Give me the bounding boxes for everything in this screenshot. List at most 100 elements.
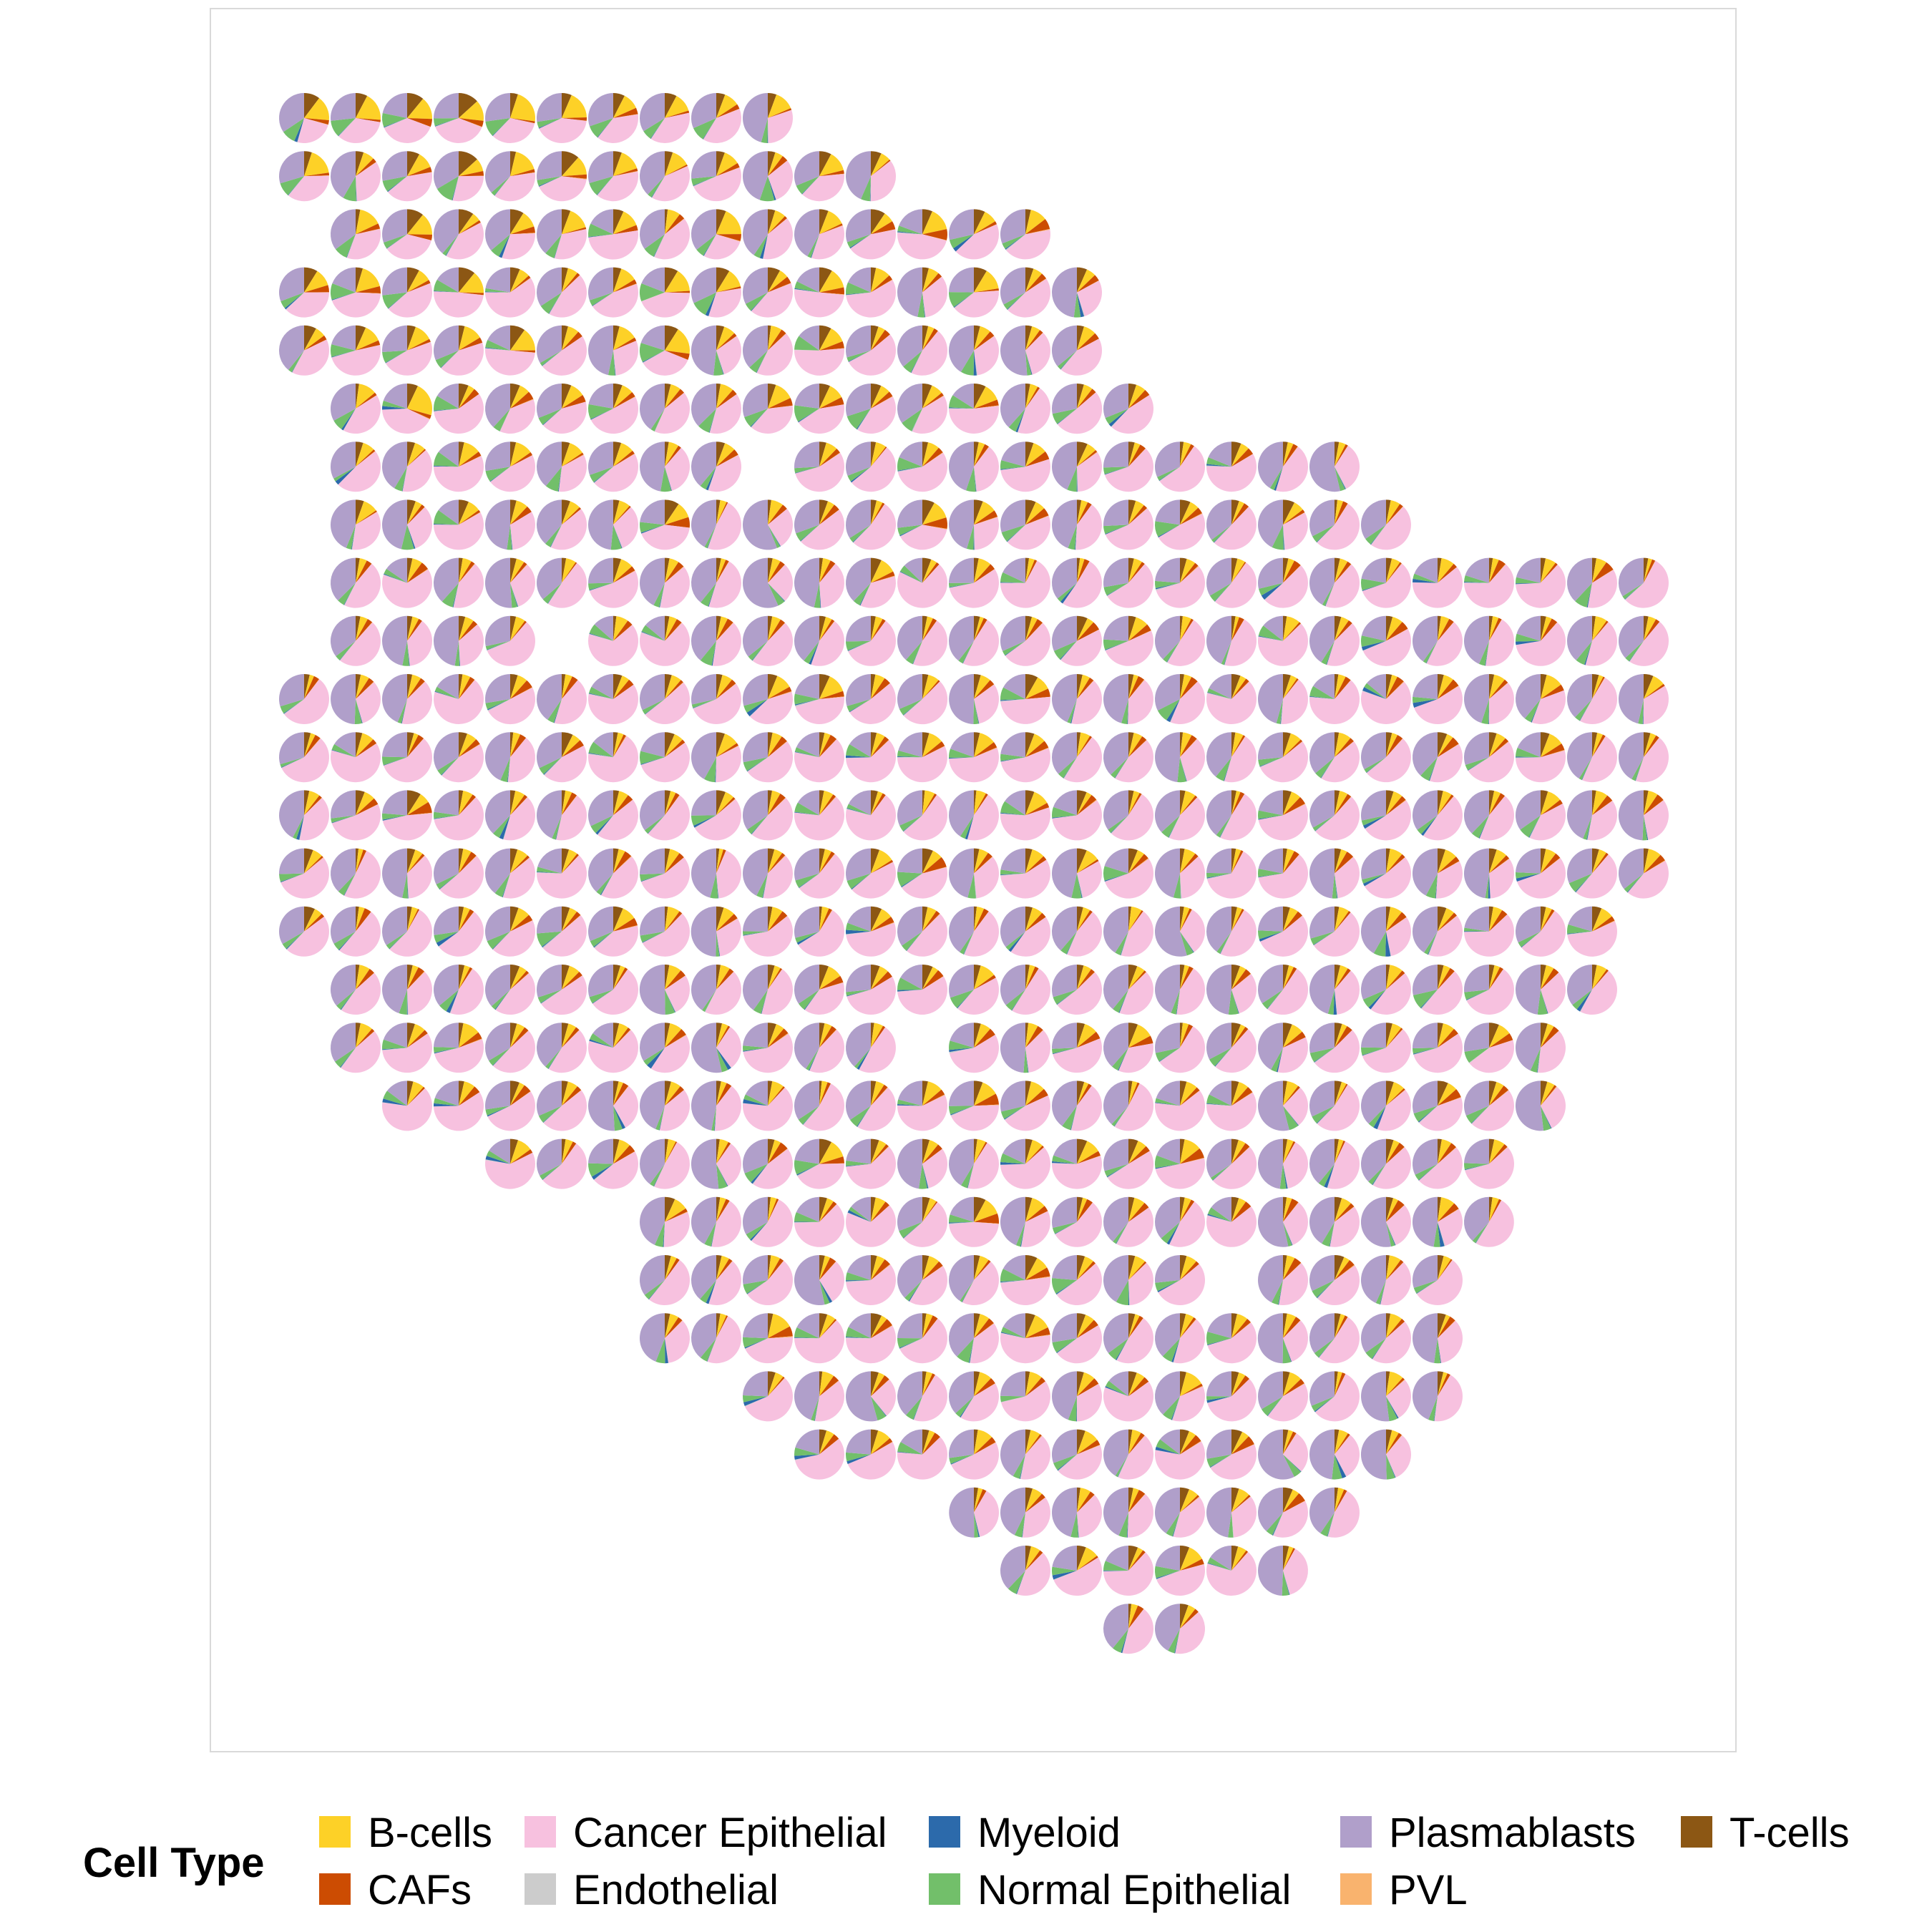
pie-slice-normal-epithelial <box>1373 931 1386 957</box>
pie-slice-pvl <box>768 797 786 816</box>
pie-slice-pvl <box>922 1375 936 1397</box>
pie-slice-pvl <box>768 160 788 177</box>
spot-pie <box>1000 209 1050 260</box>
pie-slice-b-cells <box>304 270 328 293</box>
pie-slice-myeloid <box>1231 990 1239 1014</box>
pie-slice-cancer-epithelial <box>716 336 742 374</box>
pie-slice-endothelial <box>434 409 459 412</box>
pie-slice-cancer-epithelial <box>1258 854 1308 899</box>
pie-slice-myeloid <box>743 1048 768 1052</box>
pie-slice-b-cells <box>1489 1197 1499 1222</box>
pie-slice-cafs <box>1180 1435 1201 1455</box>
pie-slice-myeloid <box>1276 1048 1283 1073</box>
pie-slice-t-cells <box>510 557 517 583</box>
pie-slice-b-cells <box>1231 966 1246 990</box>
pie-slice-cafs <box>562 740 584 758</box>
pie-slice-myeloid <box>296 815 304 840</box>
pie-slice-normal-epithelial <box>965 467 976 492</box>
pie-slice-b-cells <box>510 849 528 874</box>
pie-slice-myeloid <box>1206 1103 1231 1106</box>
pie-slice-cancer-epithelial <box>897 564 948 608</box>
spot-pie <box>1155 1604 1206 1654</box>
pie-slice-plasmablasts <box>1052 1487 1077 1537</box>
pie-slice-endothelial <box>589 633 613 641</box>
pie-slice-pvl <box>665 1034 687 1048</box>
pie-slice-t-cells <box>510 906 519 932</box>
pie-slice-plasmablasts <box>742 732 768 763</box>
pie-slice-b-cells <box>613 385 633 409</box>
pie-slice-normal-epithelial <box>1015 1221 1025 1247</box>
pie-slice-cancer-epithelial <box>1118 1435 1154 1480</box>
pie-slice-pvl <box>1077 912 1093 932</box>
spot-pie <box>485 384 536 434</box>
pie-slice-cafs <box>459 337 483 351</box>
spot-pie <box>1052 1138 1103 1189</box>
pie-slice-endothelial <box>550 525 562 548</box>
pie-slice-b-cells <box>768 1139 781 1164</box>
pie-slice-pvl <box>459 563 475 583</box>
pie-slice-endothelial <box>1587 815 1592 840</box>
pie-slice-cancer-epithelial <box>1052 1156 1103 1189</box>
pie-slice-plasmablasts <box>847 267 871 293</box>
pie-slice-cancer-epithelial <box>587 736 638 783</box>
pie-slice-b-cells <box>1077 499 1088 525</box>
pie-slice-b-cells <box>1025 557 1035 583</box>
pie-slice-normal-epithelial <box>745 292 768 311</box>
pie-slice-normal-epithelial <box>1321 640 1335 665</box>
pie-slice-cancer-epithelial <box>1258 804 1309 841</box>
pie-slice-pvl <box>1386 506 1404 525</box>
pie-slice-plasmablasts <box>1103 906 1128 953</box>
pie-slice-b-cells <box>871 441 886 467</box>
spot-pie <box>949 1313 999 1364</box>
pie-slice-myeloid <box>1007 292 1025 310</box>
pie-slice-endothelial <box>1000 813 1025 816</box>
pie-slice-cancer-epithelial <box>1419 1097 1463 1131</box>
pie-slice-endothelial <box>1335 990 1337 1015</box>
pie-slice-cafs <box>974 852 992 874</box>
pie-slice-normal-epithelial <box>1067 699 1077 723</box>
pie-slice-cancer-epithelial <box>502 233 536 260</box>
pie-slice-pvl <box>1386 681 1405 699</box>
pie-slice-b-cells <box>819 210 842 235</box>
pie-slice-endothelial <box>1314 1048 1335 1063</box>
pie-slice-pvl <box>819 1163 844 1164</box>
pie-slice-pvl <box>1128 394 1150 409</box>
pie-slice-t-cells <box>974 1487 979 1513</box>
pie-slice-normal-epithelial <box>282 931 304 949</box>
pie-slice-pvl <box>1128 794 1142 816</box>
pie-slice-cafs <box>1335 1315 1348 1339</box>
pie-slice-cafs <box>613 1083 629 1106</box>
pie-slice-myeloid <box>1280 699 1283 724</box>
pie-slice-myeloid <box>857 1048 871 1070</box>
pie-slice-cafs <box>1180 735 1197 758</box>
pie-slice-pvl <box>459 292 484 296</box>
pie-slice-normal-epithelial <box>1283 1454 1301 1477</box>
pie-slice-endothelial <box>502 234 510 258</box>
pie-slice-b-cells <box>1541 733 1562 758</box>
spot-pie <box>330 906 381 957</box>
pie-slice-endothelial <box>799 873 819 889</box>
spot-pie <box>897 1371 947 1422</box>
pie-slice-cancer-epithelial <box>439 856 484 899</box>
pie-slice-plasmablasts <box>382 965 407 1014</box>
pie-slice-normal-epithelial <box>1209 582 1231 602</box>
pie-slice-plasmablasts <box>743 1313 768 1339</box>
pie-slice-cancer-epithelial <box>450 968 484 1015</box>
pie-slice-cafs <box>1180 1024 1194 1048</box>
spot-pie <box>537 557 587 608</box>
pie-slice-pvl <box>1283 565 1302 583</box>
pie-slice-normal-epithelial <box>545 525 562 547</box>
pie-slice-pvl <box>459 680 475 699</box>
pie-slice-cancer-epithelial <box>595 925 638 957</box>
pie-slice-cancer-epithelial <box>1025 1030 1050 1073</box>
pie-slice-cafs <box>1489 855 1510 874</box>
pie-slice-endothelial <box>1567 931 1592 935</box>
pie-slice-normal-epithelial <box>1163 640 1180 663</box>
pie-slice-cancer-epithelial <box>386 234 431 260</box>
pie-slice-normal-epithelial <box>1258 810 1283 819</box>
pie-slice-myeloid <box>1155 582 1180 590</box>
pie-slice-plasmablasts <box>845 384 871 416</box>
pie-slice-b-cells <box>562 1023 577 1048</box>
pie-slice-endothelial <box>640 873 665 882</box>
spot-pie <box>1000 384 1051 434</box>
